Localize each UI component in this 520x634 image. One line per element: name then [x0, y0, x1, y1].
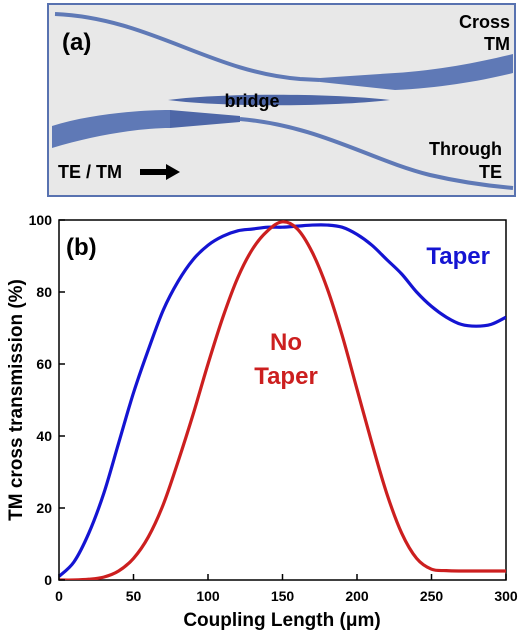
series-line-taper	[59, 223, 506, 578]
bridge-waveguide	[168, 94, 390, 106]
panel-b: 0 50 100 150 200 250 300 0 20 40 60 80 100 (b) Taper…	[6, 212, 518, 631]
ticks-layer: 0 50 100 150 200 250 300 0 20 40 60 80 100	[29, 212, 518, 604]
x-tick-label: 0	[55, 588, 63, 604]
cross-waveguide	[54, 12, 321, 82]
panel-a: (a) Cross TM bridge Through TE TE / TM	[47, 3, 516, 197]
series-layer	[59, 220, 506, 580]
series-line-no-taper	[59, 220, 506, 580]
y-tick-label: 0	[44, 572, 52, 588]
series-label-no-taper-line-2: Taper	[254, 363, 318, 390]
series-label-taper-line-1: Taper	[426, 243, 490, 270]
x-tick-label: 250	[420, 588, 444, 604]
x-tick-label: 100	[196, 588, 220, 604]
x-tick-label: 50	[126, 588, 142, 604]
y-tick-label: 60	[36, 356, 52, 372]
x-tick-label: 300	[494, 588, 518, 604]
input-label: TE / TM	[58, 162, 122, 182]
x-tick-label: 150	[271, 588, 295, 604]
y-tick-label: 100	[29, 212, 53, 228]
cross-label-line2: TM	[484, 34, 510, 54]
through-label-line1: Through	[429, 139, 502, 159]
through-input	[52, 110, 170, 148]
cross-taper	[320, 73, 395, 90]
y-axis-label: TM cross transmission (%)	[6, 279, 27, 521]
y-tick-label: 40	[36, 428, 52, 444]
y-tick-label: 80	[36, 284, 52, 300]
panel-b-label: (b)	[66, 234, 97, 261]
cross-label-line1: Cross	[459, 12, 510, 32]
through-output	[239, 117, 514, 190]
series-label-no-taper-line-1: No	[270, 329, 302, 356]
through-taper	[170, 110, 240, 128]
x-tick-label: 200	[345, 588, 369, 604]
panel-a-label: (a)	[62, 29, 91, 56]
y-tick-label: 20	[36, 500, 52, 516]
arrow-right-icon	[140, 164, 180, 180]
through-label-line2: TE	[479, 162, 502, 182]
plot-frame	[58, 219, 507, 581]
bridge-label: bridge	[224, 91, 279, 111]
x-axis-label: Coupling Length (μm)	[183, 610, 380, 631]
cross-output	[395, 54, 513, 90]
